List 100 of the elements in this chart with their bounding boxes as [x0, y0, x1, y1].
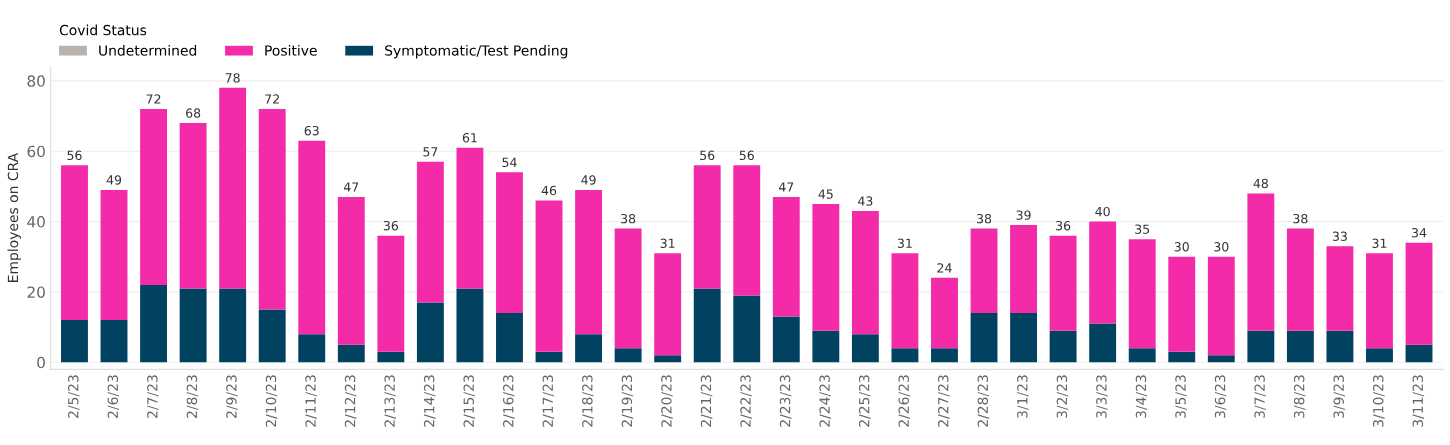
x-tick-label: 3/9/23 [1333, 375, 1346, 418]
bar [1247, 330, 1275, 363]
x-tick-label: 2/28/23 [977, 375, 990, 427]
bar [496, 172, 523, 314]
bar [535, 351, 563, 363]
bar [298, 140, 326, 335]
x-tick-label: 2/23/23 [779, 375, 792, 427]
x-tick-label: 3/2/23 [1056, 375, 1069, 418]
total-label: 68 [186, 108, 201, 118]
x-tick-label: 2/19/23 [621, 375, 634, 427]
total-label: 72 [146, 94, 161, 104]
total-label: 38 [621, 213, 636, 224]
bar [100, 189, 128, 321]
total-label: 57 [423, 147, 438, 157]
bar [1286, 330, 1314, 363]
total-label: 72 [265, 94, 279, 104]
total-label: 24 [937, 263, 952, 273]
total-label: 61 [462, 132, 477, 143]
bar [496, 313, 523, 363]
total-label: 47 [343, 182, 359, 192]
bar [1286, 228, 1314, 331]
total-label: 36 [383, 220, 399, 231]
bar [337, 196, 365, 345]
x-tick-label: 3/7/23 [1254, 375, 1266, 418]
x-tick-label: 2/14/23 [423, 375, 436, 427]
bar [1168, 351, 1196, 363]
x-tick-label: 2/24/23 [819, 375, 831, 427]
total-label: 39 [1016, 210, 1031, 220]
x-tick-label: 2/6/23 [107, 375, 120, 418]
bar [1128, 348, 1156, 363]
legend-label: Undetermined [99, 44, 197, 56]
bar [614, 348, 642, 363]
total-label: 56 [739, 150, 754, 161]
total-label: 45 [818, 189, 833, 199]
total-label: 35 [1135, 224, 1150, 234]
bar [1366, 348, 1393, 363]
bar [179, 123, 207, 289]
bar [61, 320, 88, 363]
bar [1089, 323, 1117, 363]
bar [61, 165, 88, 321]
x-tick-label: 2/5/23 [68, 375, 80, 418]
bar [535, 200, 563, 352]
legend-label: Positive [265, 44, 317, 56]
bar [693, 288, 721, 363]
x-tick-label: 3/8/23 [1293, 375, 1306, 418]
legend-label: Symptomatic/Test Pending [385, 44, 568, 59]
bar [812, 330, 840, 363]
x-tick-label: 2/25/23 [858, 375, 871, 427]
total-label: 31 [897, 238, 912, 248]
bar [140, 108, 168, 285]
total-label: 63 [304, 125, 319, 136]
total-label: 40 [1095, 206, 1110, 217]
bar [258, 108, 286, 310]
bar [1207, 355, 1235, 363]
bar [654, 253, 682, 356]
total-label: 33 [1332, 231, 1347, 241]
bar [456, 147, 484, 289]
x-tick-label: 2/26/23 [898, 375, 911, 427]
total-label: 46 [541, 185, 557, 196]
bar [298, 334, 326, 363]
x-tick-label: 2/13/23 [384, 375, 396, 427]
total-label: 38 [977, 213, 992, 224]
bar [1049, 235, 1077, 331]
bar [851, 211, 879, 335]
x-tick-label: 3/5/23 [1175, 375, 1187, 418]
total-label: 56 [700, 150, 715, 161]
bar [1128, 239, 1156, 349]
y-axis-title: Employees on CRA [7, 152, 21, 282]
bar [100, 320, 128, 363]
bar [575, 334, 603, 363]
bar [970, 313, 998, 363]
x-tick-label: 3/4/23 [1135, 375, 1148, 418]
bar [851, 334, 879, 363]
bar [1326, 330, 1354, 363]
bar [219, 87, 247, 289]
bar [1089, 221, 1117, 324]
bar [891, 253, 919, 349]
x-tick-label: 2/7/23 [147, 375, 159, 418]
bar [337, 344, 365, 363]
total-label: 36 [1056, 220, 1071, 231]
x-tick-label: 3/6/23 [1214, 375, 1227, 418]
total-label: 47 [778, 182, 794, 192]
bar [812, 203, 840, 331]
x-tick-label: 2/10/23 [265, 375, 278, 427]
x-tick-label: 2/18/23 [582, 375, 594, 427]
bar [891, 348, 919, 363]
x-tick-label: 2/20/23 [661, 375, 673, 427]
total-label: 78 [225, 73, 240, 83]
bar [575, 189, 603, 335]
y-tick-label: 20 [27, 286, 45, 298]
bar [1326, 246, 1354, 331]
bar [931, 348, 958, 363]
x-tick-label: 2/16/23 [503, 375, 515, 427]
total-label: 43 [858, 196, 873, 206]
legend-title: Covid Status [59, 24, 147, 36]
x-tick-label: 2/27/23 [938, 375, 950, 427]
x-tick-label: 2/9/23 [226, 375, 238, 418]
x-tick-label: 2/12/23 [344, 375, 357, 427]
bar [654, 355, 682, 363]
bar [258, 309, 286, 363]
